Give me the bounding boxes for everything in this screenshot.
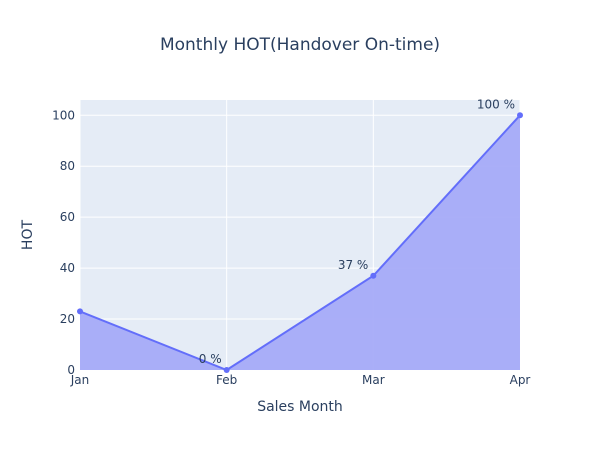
data-point xyxy=(517,112,523,119)
data-point xyxy=(223,367,230,373)
y-tick-label: 20 xyxy=(60,312,75,326)
y-tick-label: 0 xyxy=(67,363,75,377)
series-line xyxy=(79,114,521,372)
x-tick-label: Feb xyxy=(216,373,237,387)
data-label: 0 % xyxy=(199,352,222,366)
y-tick-label: 80 xyxy=(60,159,75,173)
y-tick-label: 40 xyxy=(60,261,75,275)
chart-title: Monthly HOT(Handover On-time) xyxy=(160,35,440,55)
y-axis-label: HOT xyxy=(20,220,36,251)
y-tick-label: 60 xyxy=(60,210,75,224)
area-fill xyxy=(80,115,520,370)
y-tick-label: 100 xyxy=(52,108,75,122)
data-label: 100 % xyxy=(477,97,515,111)
plot-area: 0 % 37 % 100 % 0 20 40 60 80 100 Jan Feb Mar Apr xyxy=(52,97,530,387)
x-tick-label: Jan xyxy=(70,373,90,387)
x-tick-label: Mar xyxy=(362,373,385,387)
data-label: 37 % xyxy=(338,258,369,272)
data-point xyxy=(77,308,83,315)
x-tick-label: Apr xyxy=(510,373,531,387)
data-point xyxy=(370,272,377,279)
x-axis-label: Sales Month xyxy=(257,399,343,415)
